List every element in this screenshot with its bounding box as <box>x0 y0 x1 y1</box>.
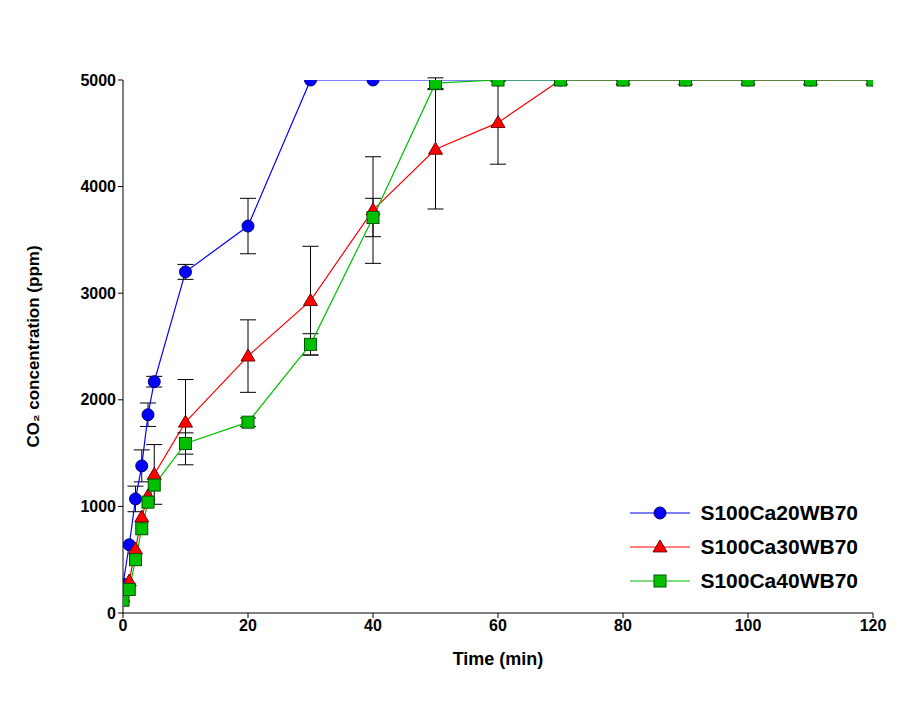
svg-text:20: 20 <box>239 617 257 634</box>
svg-text:0: 0 <box>107 605 116 622</box>
svg-text:4000: 4000 <box>80 178 116 195</box>
svg-text:100: 100 <box>735 617 762 634</box>
svg-text:80: 80 <box>614 617 632 634</box>
html-text:S100Ca40WB70: S100Ca40WB70 <box>700 569 858 592</box>
svg-text:CO₂ concentration (ppm): CO₂ concentration (ppm) <box>24 245 43 447</box>
svg-text:2000: 2000 <box>80 391 116 408</box>
html-text:S100Ca20WB70: S100Ca20WB70 <box>700 501 858 524</box>
svg-text:0: 0 <box>119 617 128 634</box>
svg-text:60: 60 <box>489 617 507 634</box>
svg-text:3000: 3000 <box>80 285 116 302</box>
svg-text:1000: 1000 <box>80 498 116 515</box>
svg-text:120: 120 <box>860 617 887 634</box>
svg-text:5000: 5000 <box>80 72 116 89</box>
html-text:S100Ca30WB70: S100Ca30WB70 <box>700 535 858 558</box>
svg-text:40: 40 <box>364 617 382 634</box>
svg-text:Time (min): Time (min) <box>453 649 544 669</box>
